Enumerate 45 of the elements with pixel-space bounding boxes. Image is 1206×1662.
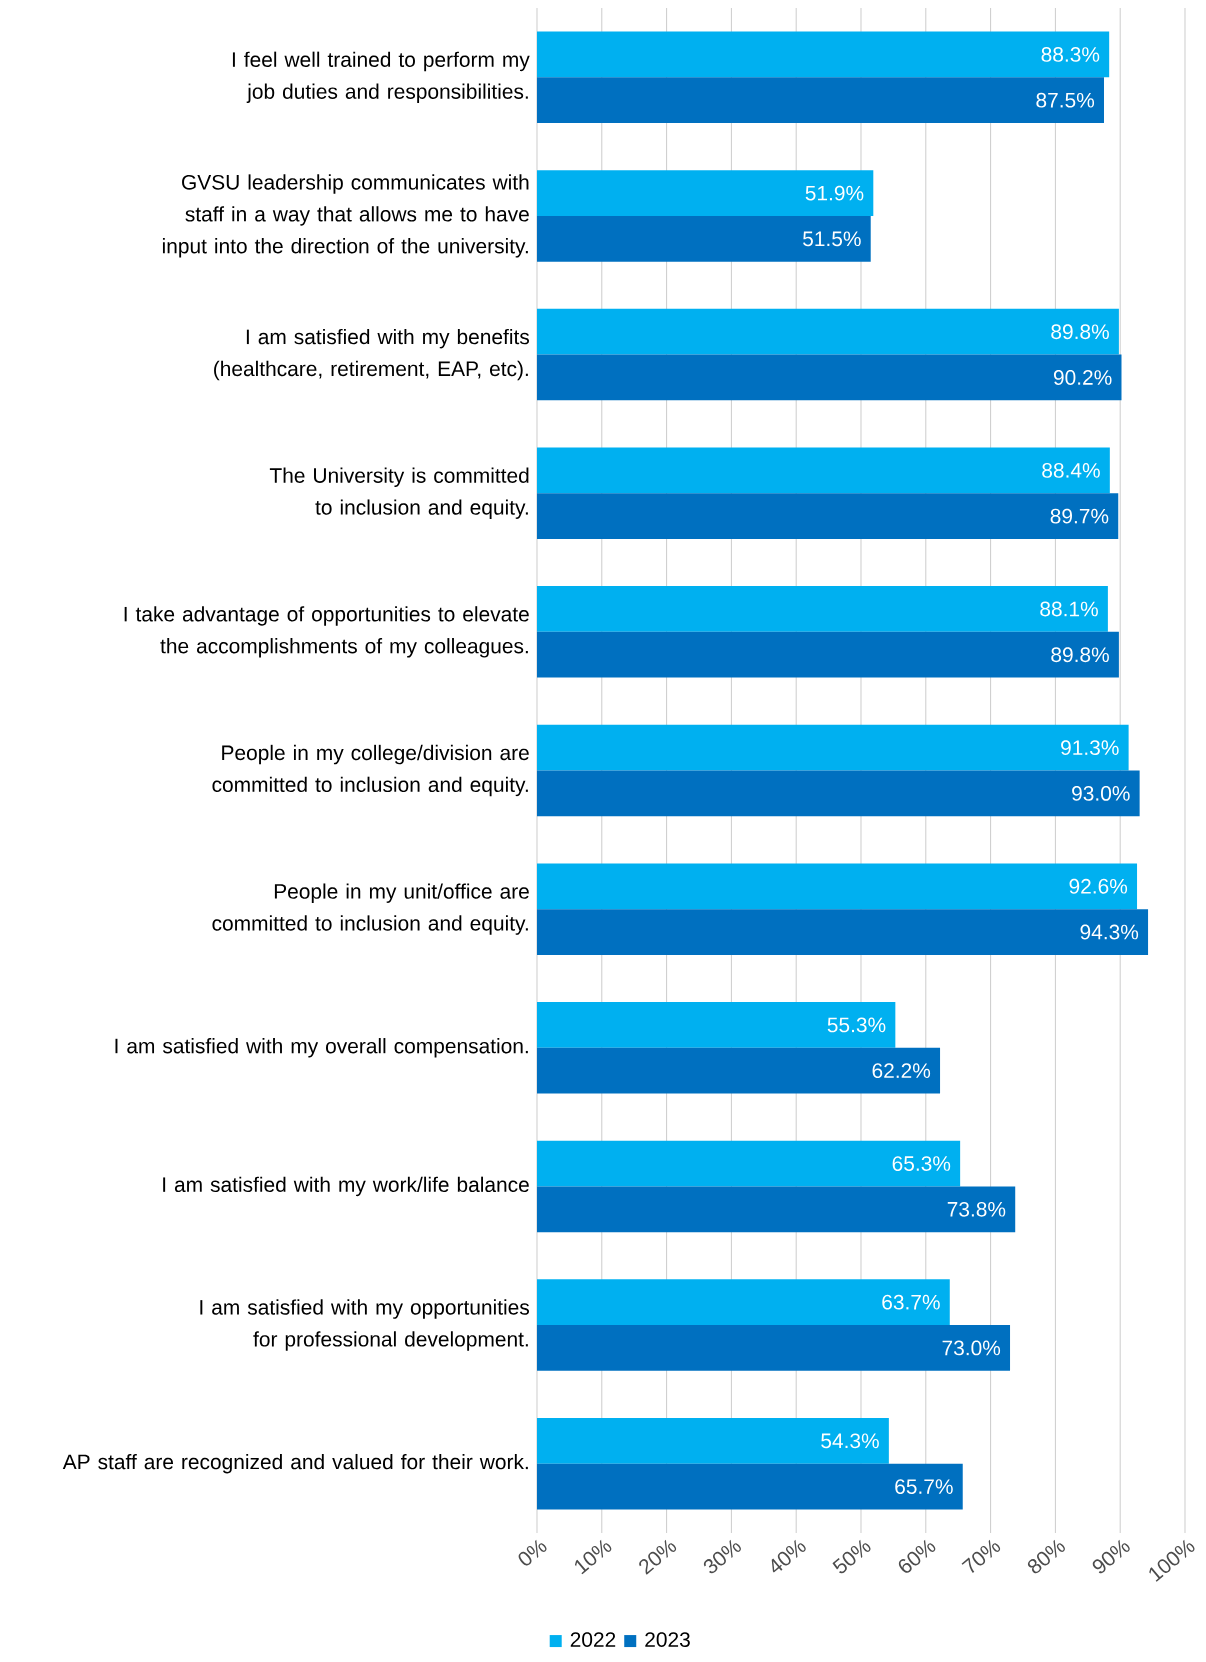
legend-label: 2023 xyxy=(645,1632,690,1647)
x-tick-label: 40% xyxy=(771,1539,806,1573)
x-tick-label: 0% xyxy=(518,1539,547,1566)
y-tick-label: The University is committed to inclusion and equity. xyxy=(269,467,529,519)
data-label: 93.0% xyxy=(1071,785,1130,801)
data-label: 91.3% xyxy=(1060,740,1119,756)
data-label: 55.3% xyxy=(827,1017,886,1033)
data-label: 88.3% xyxy=(1041,47,1100,62)
y-tick-label: People in my college/division are committed to inclusion and equity. xyxy=(212,744,529,797)
x-tick-label: 50% xyxy=(832,1539,871,1574)
y-tick-label: People in my unit/office are committed to inclusion and equity. xyxy=(212,883,529,935)
y-tick-label: I am satisfied with my work/life balance xyxy=(163,1176,529,1197)
data-label: 51.5% xyxy=(802,231,861,247)
data-label: 89.7% xyxy=(1050,508,1109,524)
y-tick-label: I am satisfied with my overall compensation. xyxy=(115,1038,528,1058)
x-tick-label: 60% xyxy=(898,1539,936,1573)
y-tick-label: AP staff are recognized and valued for their work. xyxy=(62,1453,528,1474)
data-label: 54.3% xyxy=(821,1433,879,1449)
legend-label: 2022 xyxy=(570,1632,615,1647)
y-tick-label: I am satisfied with my opportunities for professional development. xyxy=(200,1299,529,1351)
data-label: 94.3% xyxy=(1080,924,1138,940)
data-label: 63.7% xyxy=(882,1294,940,1310)
y-tick-label: GVSU leadership communicates with staff in a way that allows me to have input into the direction of the university. xyxy=(162,174,529,258)
data-label: 88.4% xyxy=(1042,462,1100,478)
y-tick-label: I feel well trained to perform my job duties and responsibilities. xyxy=(232,51,530,104)
data-label: 65.3% xyxy=(892,1156,950,1171)
data-label: 90.2% xyxy=(1053,370,1112,385)
y-tick-label: I take advantage of opportunities to elevate the accomplishments of my colleagues. xyxy=(124,606,529,658)
x-tick-label: 80% xyxy=(1027,1539,1065,1574)
data-label: 65.7% xyxy=(895,1479,953,1494)
data-label: 89.8% xyxy=(1051,647,1109,663)
data-label: 62.2% xyxy=(872,1063,930,1079)
data-label: 88.1% xyxy=(1040,601,1098,617)
x-tick-label: 30% xyxy=(703,1539,741,1574)
data-label: 73.8% xyxy=(947,1201,1006,1217)
x-tick-label: 70% xyxy=(961,1539,1000,1573)
data-label: 89.8% xyxy=(1051,324,1109,340)
data-label: 73.0% xyxy=(942,1340,1000,1356)
x-tick-label: 90% xyxy=(1092,1539,1130,1574)
x-tick-label: 20% xyxy=(638,1539,676,1575)
x-tick-label: 10% xyxy=(574,1539,612,1575)
data-label: 92.6% xyxy=(1069,878,1127,894)
data-label: 51.9% xyxy=(805,185,864,201)
y-tick-label: I am satisfied with my benefits (healthcare, retirement, EAP, etc). xyxy=(213,328,529,381)
data-label: 87.5% xyxy=(1036,92,1094,108)
